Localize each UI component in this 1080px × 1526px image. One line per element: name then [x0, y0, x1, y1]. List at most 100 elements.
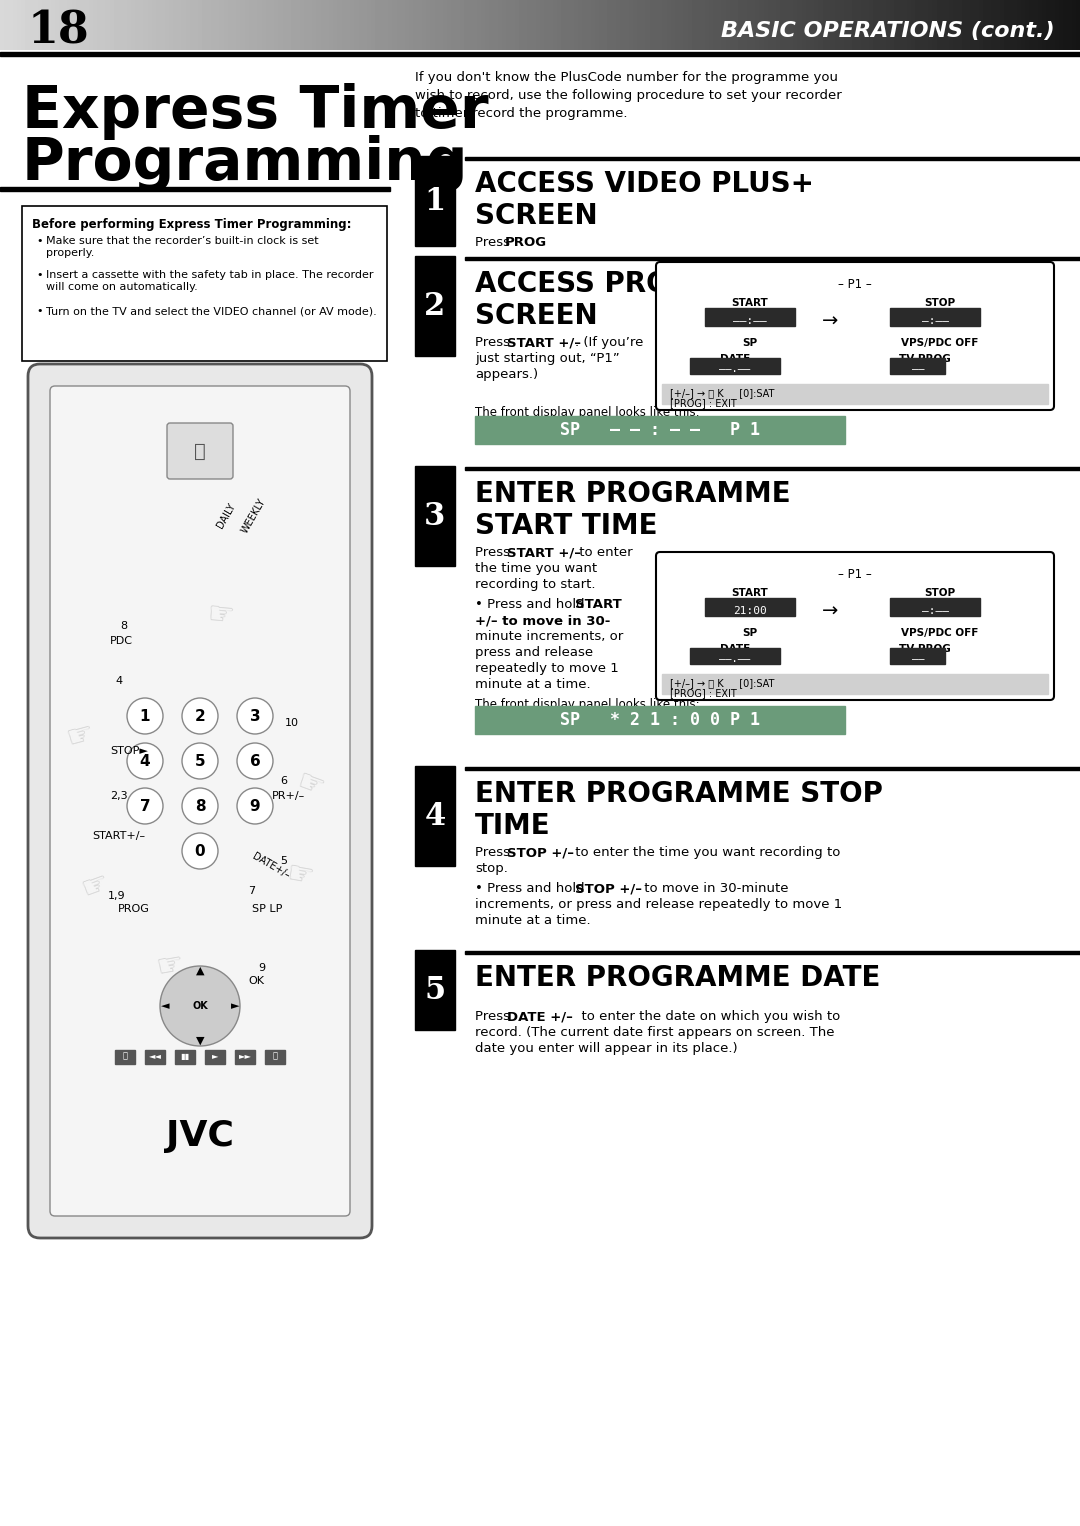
Bar	[475, 707, 845, 734]
Text: Turn on the TV and select the VIDEO channel (or AV mode).: Turn on the TV and select the VIDEO chan…	[46, 307, 377, 316]
Text: 2,3: 2,3	[110, 790, 127, 801]
FancyBboxPatch shape	[22, 206, 387, 362]
Text: DATE: DATE	[720, 644, 751, 655]
Text: ––: ––	[912, 365, 924, 374]
Text: ►: ►	[231, 1001, 240, 1012]
Text: [+/–] → ⓞ K     [0]:SAT: [+/–] → ⓞ K [0]:SAT	[670, 678, 774, 688]
Text: WEEKLY: WEEKLY	[240, 497, 268, 536]
Text: START +/–: START +/–	[507, 336, 581, 349]
Text: STOP►: STOP►	[110, 746, 148, 755]
Text: VPS/PDC OFF: VPS/PDC OFF	[902, 337, 978, 348]
Bar	[465, 157, 1080, 160]
Text: repeatedly to move 1: repeatedly to move 1	[475, 662, 619, 674]
Text: to enter: to enter	[575, 546, 633, 559]
Text: SP: SP	[742, 629, 757, 638]
Text: 5: 5	[194, 754, 205, 769]
Text: Make sure that the recorder’s built-in clock is set
properly.: Make sure that the recorder’s built-in c…	[46, 237, 319, 258]
Bar	[705, 308, 795, 327]
Text: 3: 3	[249, 708, 260, 723]
Text: ––.––: ––.––	[719, 655, 751, 664]
Bar	[415, 156, 455, 246]
Text: to enter the time you want recording to: to enter the time you want recording to	[571, 845, 840, 859]
Text: ◄: ◄	[161, 1001, 170, 1012]
Text: →: →	[822, 311, 838, 331]
Text: 18: 18	[28, 9, 90, 52]
Text: 9: 9	[249, 798, 260, 813]
Text: ☞: ☞	[293, 768, 328, 804]
Text: OK: OK	[248, 977, 264, 986]
Circle shape	[160, 966, 240, 1045]
Text: •: •	[36, 307, 42, 316]
Text: Press: Press	[475, 546, 514, 559]
Text: ⏩: ⏩	[272, 1051, 278, 1061]
Text: increments, or press and release repeatedly to move 1: increments, or press and release repeate…	[475, 897, 842, 911]
Text: – P1 –: – P1 –	[838, 568, 872, 581]
Text: 4: 4	[424, 801, 446, 832]
Text: ☞: ☞	[154, 949, 186, 983]
Text: –:––: –:––	[921, 606, 948, 617]
Text: ▲: ▲	[195, 966, 204, 977]
Bar	[465, 256, 1080, 259]
Text: ▮▮: ▮▮	[180, 1051, 190, 1061]
Text: DAILY: DAILY	[215, 502, 238, 530]
Text: ☞: ☞	[63, 719, 97, 754]
Text: The front display panel looks like this:: The front display panel looks like this:	[475, 697, 700, 711]
Text: START: START	[731, 298, 768, 308]
Text: ACCESS VIDEO PLUS+
SCREEN: ACCESS VIDEO PLUS+ SCREEN	[475, 169, 814, 230]
Text: ☞: ☞	[284, 859, 316, 893]
Bar	[690, 649, 780, 664]
Text: STOP: STOP	[924, 298, 956, 308]
Bar	[0, 188, 390, 191]
Text: 21:00: 21:00	[733, 606, 767, 617]
Text: 4: 4	[114, 676, 122, 687]
Bar	[465, 467, 1080, 470]
Circle shape	[237, 743, 273, 778]
Bar	[465, 951, 1080, 954]
Bar	[890, 649, 945, 664]
Circle shape	[237, 697, 273, 734]
Text: JVC: JVC	[166, 1119, 234, 1154]
Text: ––: ––	[912, 655, 924, 664]
Text: date you enter will appear in its place.): date you enter will appear in its place.…	[475, 1042, 738, 1054]
Text: 7: 7	[248, 887, 255, 896]
Text: ☞: ☞	[205, 600, 234, 632]
Text: ––.––: ––.––	[719, 365, 751, 374]
Text: 6: 6	[280, 777, 287, 786]
Circle shape	[183, 787, 218, 824]
Bar	[475, 417, 845, 444]
Bar	[890, 359, 945, 374]
Text: PROG: PROG	[505, 237, 548, 249]
Circle shape	[183, 833, 218, 868]
Text: .: .	[540, 237, 544, 249]
Text: to enter the date on which you wish to: to enter the date on which you wish to	[573, 1010, 840, 1022]
Text: ☞: ☞	[77, 868, 112, 905]
Bar	[890, 308, 980, 327]
Text: ENTER PROGRAMME DATE: ENTER PROGRAMME DATE	[475, 964, 880, 992]
Text: – P1 –: – P1 –	[838, 278, 872, 291]
Text: 1: 1	[424, 186, 446, 217]
Text: just starting out, “P1”: just starting out, “P1”	[475, 353, 620, 365]
Text: minute at a time.: minute at a time.	[475, 678, 591, 691]
Text: ▼: ▼	[195, 1036, 204, 1045]
Bar	[235, 1050, 255, 1064]
Text: ENTER PROGRAMME STOP
TIME: ENTER PROGRAMME STOP TIME	[475, 780, 882, 841]
Bar	[465, 768, 1080, 771]
Text: TV PROG: TV PROG	[900, 644, 950, 655]
Text: the time you want: the time you want	[475, 562, 597, 575]
FancyBboxPatch shape	[656, 552, 1054, 700]
Text: stop.: stop.	[475, 862, 508, 874]
Text: appears.): appears.)	[475, 368, 538, 382]
Text: . (If you’re: . (If you’re	[575, 336, 644, 349]
Text: PR+/–: PR+/–	[272, 790, 306, 801]
Text: ⏪: ⏪	[122, 1051, 127, 1061]
Text: • Press and hold: • Press and hold	[475, 882, 589, 896]
Circle shape	[127, 743, 163, 778]
Text: 8: 8	[194, 798, 205, 813]
Text: ––:––: ––:––	[733, 316, 767, 327]
Bar	[415, 465, 455, 566]
Text: DATE+/–: DATE+/–	[249, 852, 291, 881]
Bar	[662, 385, 1048, 404]
Text: SP   * 2 1 : 0 0 P 1: SP * 2 1 : 0 0 P 1	[561, 711, 760, 729]
Text: START +/–: START +/–	[507, 546, 581, 559]
Text: 0: 0	[194, 844, 205, 859]
